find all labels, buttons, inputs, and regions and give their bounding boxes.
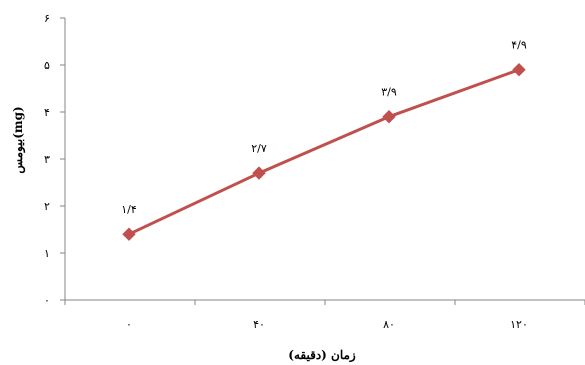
x-tick-label: ۰: [126, 318, 132, 331]
y-tick-label: ۵: [44, 59, 50, 72]
data-point-marker: [122, 227, 136, 241]
data-label: ۳/۹: [381, 86, 397, 99]
x-tick-label: ۱۲۰: [510, 318, 528, 331]
data-label: ۱/۴: [121, 203, 137, 216]
y-tick-label: ۰: [44, 294, 50, 307]
y-axis-title: بیومس(mg): [11, 106, 26, 173]
y-tick-label: ۶: [44, 12, 50, 25]
y-tick-label: ۲: [44, 200, 50, 213]
data-point-marker: [512, 62, 526, 77]
x-tick-label: ۸۰: [383, 318, 395, 331]
x-tick-label: ۴۰: [253, 318, 265, 331]
y-tick-label: ۳: [44, 153, 50, 166]
series-line: [128, 68, 520, 236]
y-tick-label: ۱: [44, 247, 50, 260]
plot-area: ۰ ۱ ۲ ۳ ۴ ۵ ۶ ۰ ۴۰ ۸۰ ۱۲۰ ۱/۴ ۲/۷ ۳/۹ ۴/۹: [44, 12, 585, 331]
y-tick-label: ۴: [44, 106, 50, 119]
data-point-marker: [252, 166, 266, 180]
data-label: ۲/۷: [251, 142, 267, 155]
data-label: ۴/۹: [511, 39, 527, 52]
data-point-marker: [382, 109, 396, 124]
x-axis-title: زمان (دقیقه): [288, 348, 356, 363]
